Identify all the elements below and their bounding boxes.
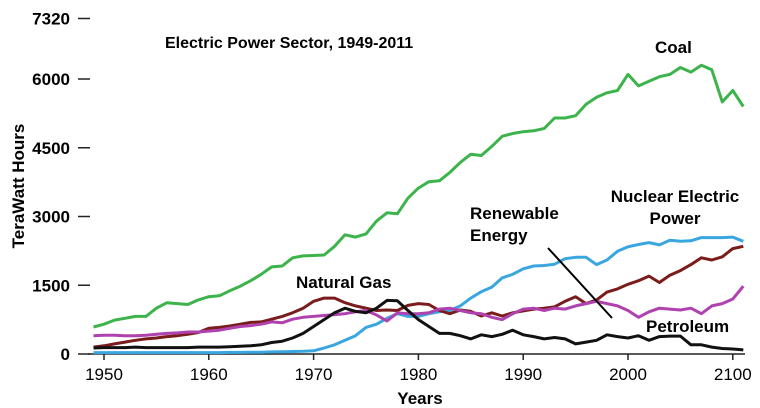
x-tick-label: 2000 [609, 365, 647, 384]
series-label: Renewable Energy [470, 204, 559, 245]
x-tick-label: 1960 [190, 365, 228, 384]
x-tick-label: 1990 [504, 365, 542, 384]
y-axis-label: TeraWatt Hours [9, 124, 28, 249]
x-tick-label: 1970 [295, 365, 333, 384]
series-line [93, 235, 744, 355]
series-line [93, 285, 745, 338]
x-tick-label: 1950 [85, 365, 123, 384]
y-tick-label: 0 [61, 345, 70, 364]
x-tick-label: 2100 [714, 365, 752, 384]
series-label: Natural Gas [296, 273, 392, 292]
y-tick-label: 6000 [32, 70, 70, 89]
chart-title: Electric Power Sector, 1949-2011 [165, 35, 413, 52]
annotation-arrow [547, 247, 613, 319]
x-tick-label: 1980 [399, 365, 437, 384]
y-tick-label: 7320 [32, 10, 70, 29]
series-line [93, 63, 745, 329]
y-tick-label: 3000 [32, 208, 70, 227]
series-label: Petroleum [646, 317, 730, 336]
y-tick-label: 1500 [32, 276, 70, 295]
x-axis-label: Years [397, 389, 442, 408]
y-tick-label: 4500 [32, 139, 70, 158]
series-label: Nuclear Electric Power [610, 187, 740, 228]
series-label: Coal [655, 38, 692, 57]
series-line [93, 298, 744, 352]
